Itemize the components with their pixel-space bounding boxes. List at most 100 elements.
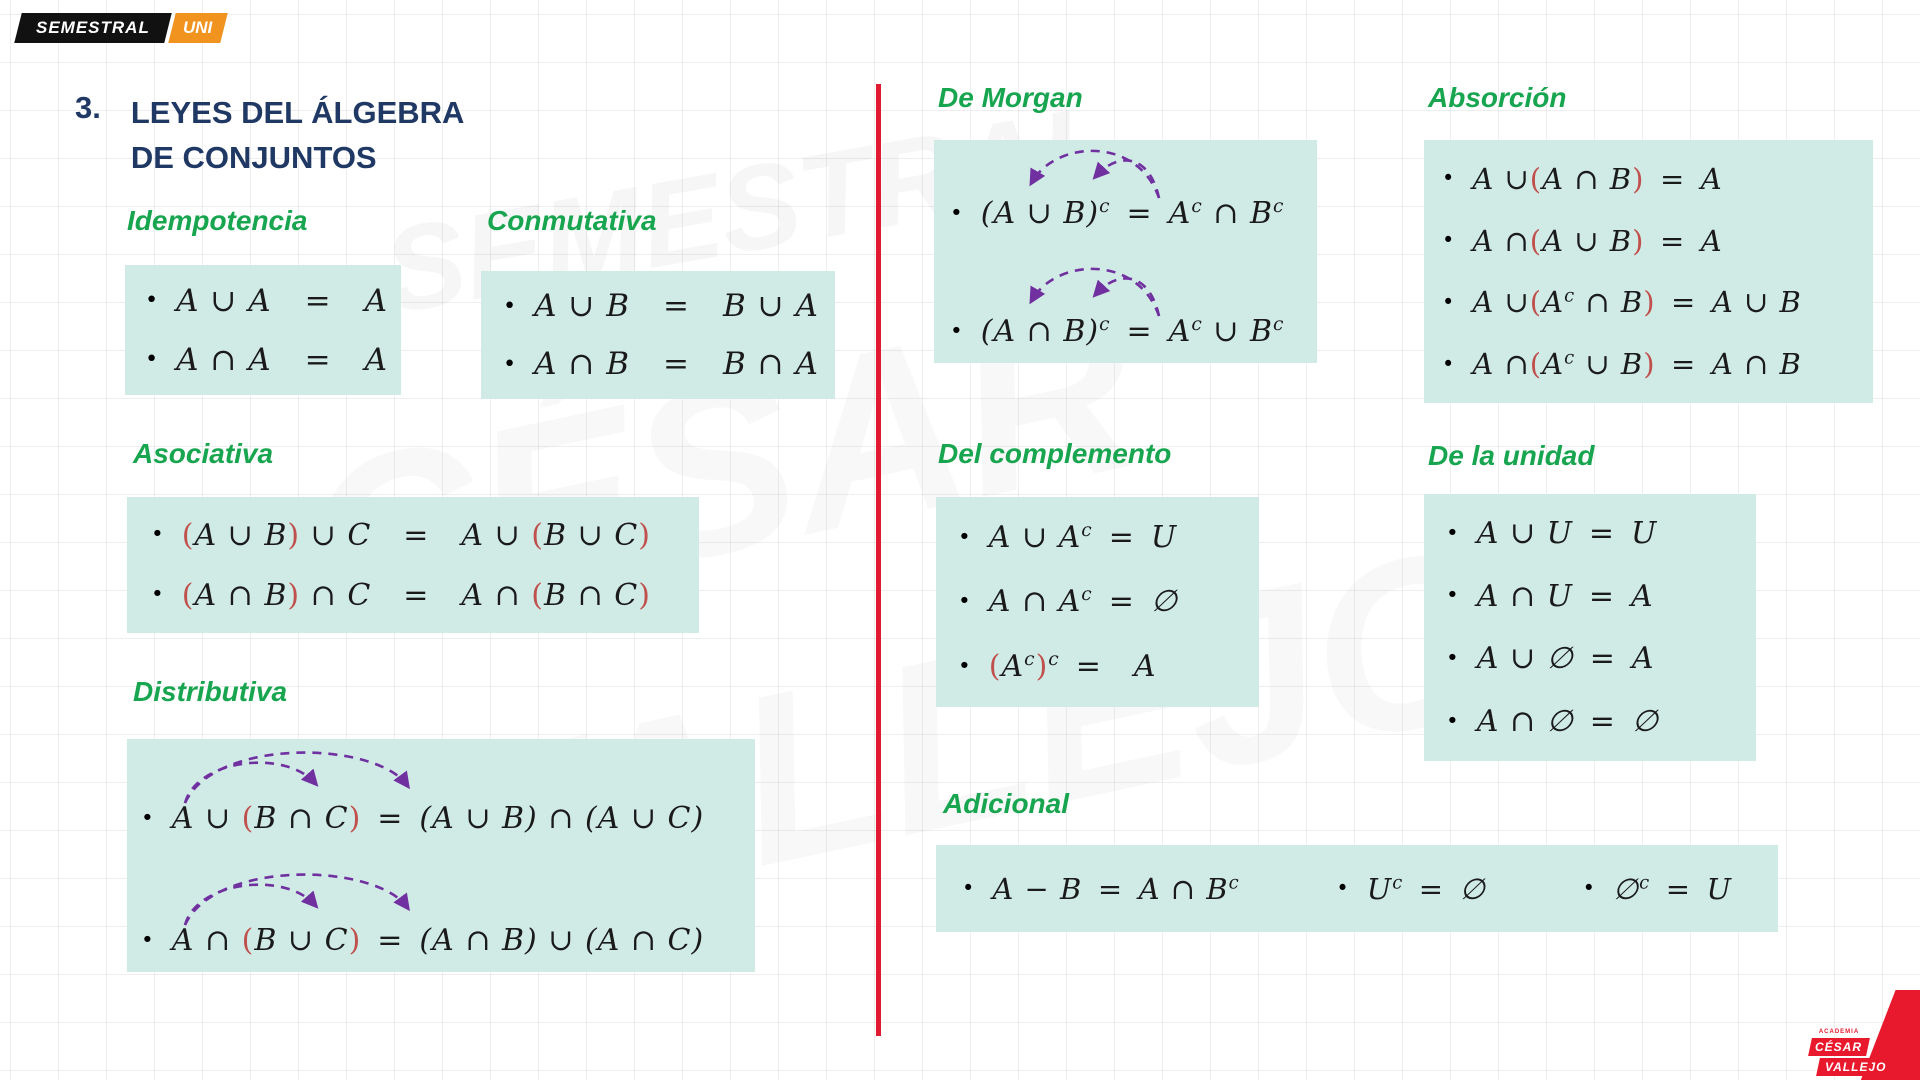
section-heading-conmutativa: Conmutativa — [487, 205, 657, 236]
bullet-icon: • — [145, 287, 159, 314]
formula: A ∩(A ∪ B) = A — [1472, 223, 1723, 258]
vertical-divider — [876, 84, 881, 1036]
bullet-icon: • — [1446, 646, 1459, 672]
section-heading-del-complemento: Del complemento — [938, 438, 1172, 469]
section-heading-distributiva: Distributiva — [133, 676, 288, 707]
brand-vallejo-label: VALLEJO — [1825, 1060, 1887, 1074]
brand-cesar: CÉSAR — [1808, 1038, 1870, 1056]
formula: A ∩ Ac = ∅ — [988, 584, 1178, 620]
brand-vallejo: VALLEJO — [1816, 1058, 1896, 1076]
bullet-icon: • — [1582, 876, 1595, 901]
formula-row: • (Ac)c = A — [958, 649, 1259, 684]
formula: A − B = A ∩ Bc — [992, 871, 1240, 906]
de-morgan-arrows-icon — [1029, 267, 1161, 317]
de-morgan-arrows-icon — [1029, 149, 1161, 199]
brand-tagline: ACADEMIA — [1818, 1029, 1860, 1035]
formula-row: • (A ∩ B)c = Ac ∪ Bc — [950, 266, 1317, 349]
formula-row: • A ∩ Ac = ∅ — [958, 584, 1259, 619]
formula-line: • (A ∪ B)c = Ac ∩ Bc — [950, 196, 1317, 231]
formula: Uc = ∅ — [1366, 871, 1486, 906]
formula: (Ac)c = A — [988, 649, 1157, 685]
bullet-icon: • — [151, 582, 164, 608]
formula-row: • A ∩(A ∪ B) = A — [1442, 224, 1873, 258]
bullet-icon: • — [1442, 228, 1455, 253]
formula-row: • A ∪ B = B ∪ A — [503, 288, 835, 324]
section-heading-idempotencia: Idempotencia — [127, 205, 308, 236]
formula-row: • A ∪(Ac ∩ B) = A ∪ B — [1442, 285, 1873, 319]
formula-line: • A ∩ (B ∪ C) = (A ∩ B) ∪ (A ∩ C) — [141, 923, 755, 958]
bullet-icon: • — [1446, 708, 1459, 734]
de-la-unidad-box: • A ∪ U = U • A ∩ U = A • A ∪ ∅ = A • A … — [1424, 494, 1756, 761]
bullet-icon: • — [1442, 289, 1455, 314]
formula: A ∪ B = B ∪ A — [534, 288, 819, 324]
bullet-icon: • — [141, 927, 154, 953]
distribution-arrows-icon — [183, 873, 410, 926]
title-lines: LEYES DEL ÁLGEBRA DE CONJUNTOS — [131, 90, 465, 180]
formula-row: • A ∪(A ∩ B) = A — [1442, 162, 1873, 196]
section-heading-adicional: Adicional — [943, 788, 1070, 819]
formula: (A ∪ B)c = Ac ∩ Bc — [980, 196, 1285, 231]
formula-row: • A ∩ U = A — [1446, 579, 1756, 614]
logo-semestral-label: SEMESTRAL — [36, 18, 150, 37]
bullet-icon: • — [145, 346, 159, 373]
distribution-arrows-icon — [183, 751, 410, 804]
formula: A ∩ U = A — [1476, 578, 1654, 614]
bullet-icon: • — [1442, 351, 1455, 376]
formula-row: • Uc = ∅ — [1336, 872, 1485, 906]
formula-row: • A ∩ ∅ = ∅ — [1446, 704, 1756, 739]
formula-row: • A ∩(Ac ∪ B) = A ∩ B — [1442, 347, 1873, 381]
formula-row: • ∅c = U — [1583, 872, 1732, 906]
bullet-icon: • — [141, 805, 154, 831]
brand-cesar-label: CÉSAR — [1815, 1040, 1863, 1054]
absorcion-box: • A ∪(A ∩ B) = A • A ∩(A ∪ B) = A • A ∪(… — [1424, 140, 1873, 403]
formula-row: • A ∩ A = A — [145, 342, 401, 378]
formula: (A ∪ B) ∪ C = A ∪ (B ∪ C) — [181, 517, 651, 553]
formula: A ∪ ∅ = A — [1476, 641, 1655, 677]
adicional-box: • A − B = A ∩ Bc • Uc = ∅ • ∅c = U — [936, 845, 1778, 932]
formula-row: • A ∪ U = U — [1446, 516, 1756, 551]
de-morgan-box: • (A ∪ B)c = Ac ∩ Bc • (A ∩ B)c = Ac ∪ B… — [934, 140, 1317, 363]
section-heading-de-morgan: De Morgan — [938, 82, 1083, 113]
formula-row: • A − B = A ∩ Bc — [962, 872, 1240, 906]
bullet-icon: • — [950, 318, 963, 344]
conmutativa-box: • A ∪ B = B ∪ A • A ∩ B = B ∩ A — [481, 271, 835, 399]
bullet-icon: • — [958, 524, 971, 550]
idempotencia-box: • A ∪ A = A • A ∩ A = A — [125, 265, 401, 395]
title-number: 3. — [75, 90, 101, 125]
bullet-icon: • — [950, 200, 963, 226]
formula-row: • A ∪ Ac = U — [958, 520, 1259, 555]
bullet-icon: • — [503, 350, 517, 377]
bullet-icon: • — [958, 653, 971, 679]
bullet-icon: • — [1442, 166, 1455, 191]
bullet-icon: • — [958, 589, 971, 615]
formula-row: • A ∪ (B ∩ C) = (A ∪ B) ∩ (A ∪ C) — [141, 749, 755, 836]
formula: A ∩(Ac ∪ B) = A ∩ B — [1472, 347, 1802, 382]
formula-row: • (A ∪ B)c = Ac ∩ Bc — [950, 148, 1317, 231]
formula-row: • (A ∪ B) ∪ C = A ∪ (B ∪ C) — [151, 518, 699, 553]
formula: (A ∩ B)c = Ac ∪ Bc — [980, 314, 1285, 349]
bullet-icon: • — [151, 522, 164, 548]
formula-row: • A ∪ A = A — [145, 283, 401, 319]
formula: ∅c = U — [1612, 871, 1732, 906]
bullet-icon: • — [1446, 583, 1459, 609]
del-complemento-box: • A ∪ Ac = U • A ∩ Ac = ∅ • (Ac)c = A — [936, 497, 1259, 707]
formula: (A ∩ B) ∩ C = A ∩ (B ∩ C) — [181, 577, 651, 613]
section-heading-asociativa: Asociativa — [133, 438, 274, 469]
formula: A ∩ (B ∪ C) = (A ∩ B) ∪ (A ∩ C) — [171, 923, 705, 958]
formula: A ∪ Ac = U — [988, 519, 1178, 555]
distributiva-box: • A ∪ (B ∩ C) = (A ∪ B) ∩ (A ∪ C) • A ∩ … — [127, 739, 755, 972]
formula-line: • A ∪ (B ∩ C) = (A ∪ B) ∩ (A ∪ C) — [141, 801, 755, 836]
bullet-icon: • — [962, 876, 975, 901]
formula: A ∪(Ac ∩ B) = A ∪ B — [1472, 285, 1802, 320]
title-line1: LEYES DEL ÁLGEBRA — [130, 95, 465, 130]
formula: A ∪ U = U — [1476, 515, 1658, 551]
formula: A ∩ B = B ∩ A — [534, 346, 819, 382]
formula: A ∩ A = A — [176, 341, 388, 378]
formula-row: • A ∩ (B ∪ C) = (A ∩ B) ∪ (A ∩ C) — [141, 871, 755, 958]
formula: A ∩ ∅ = ∅ — [1476, 704, 1660, 740]
bullet-icon: • — [1336, 876, 1349, 901]
formula-row: • A ∩ B = B ∩ A — [503, 346, 835, 382]
section-heading-de-la-unidad: De la unidad — [1428, 440, 1595, 471]
bullet-icon: • — [503, 292, 517, 319]
